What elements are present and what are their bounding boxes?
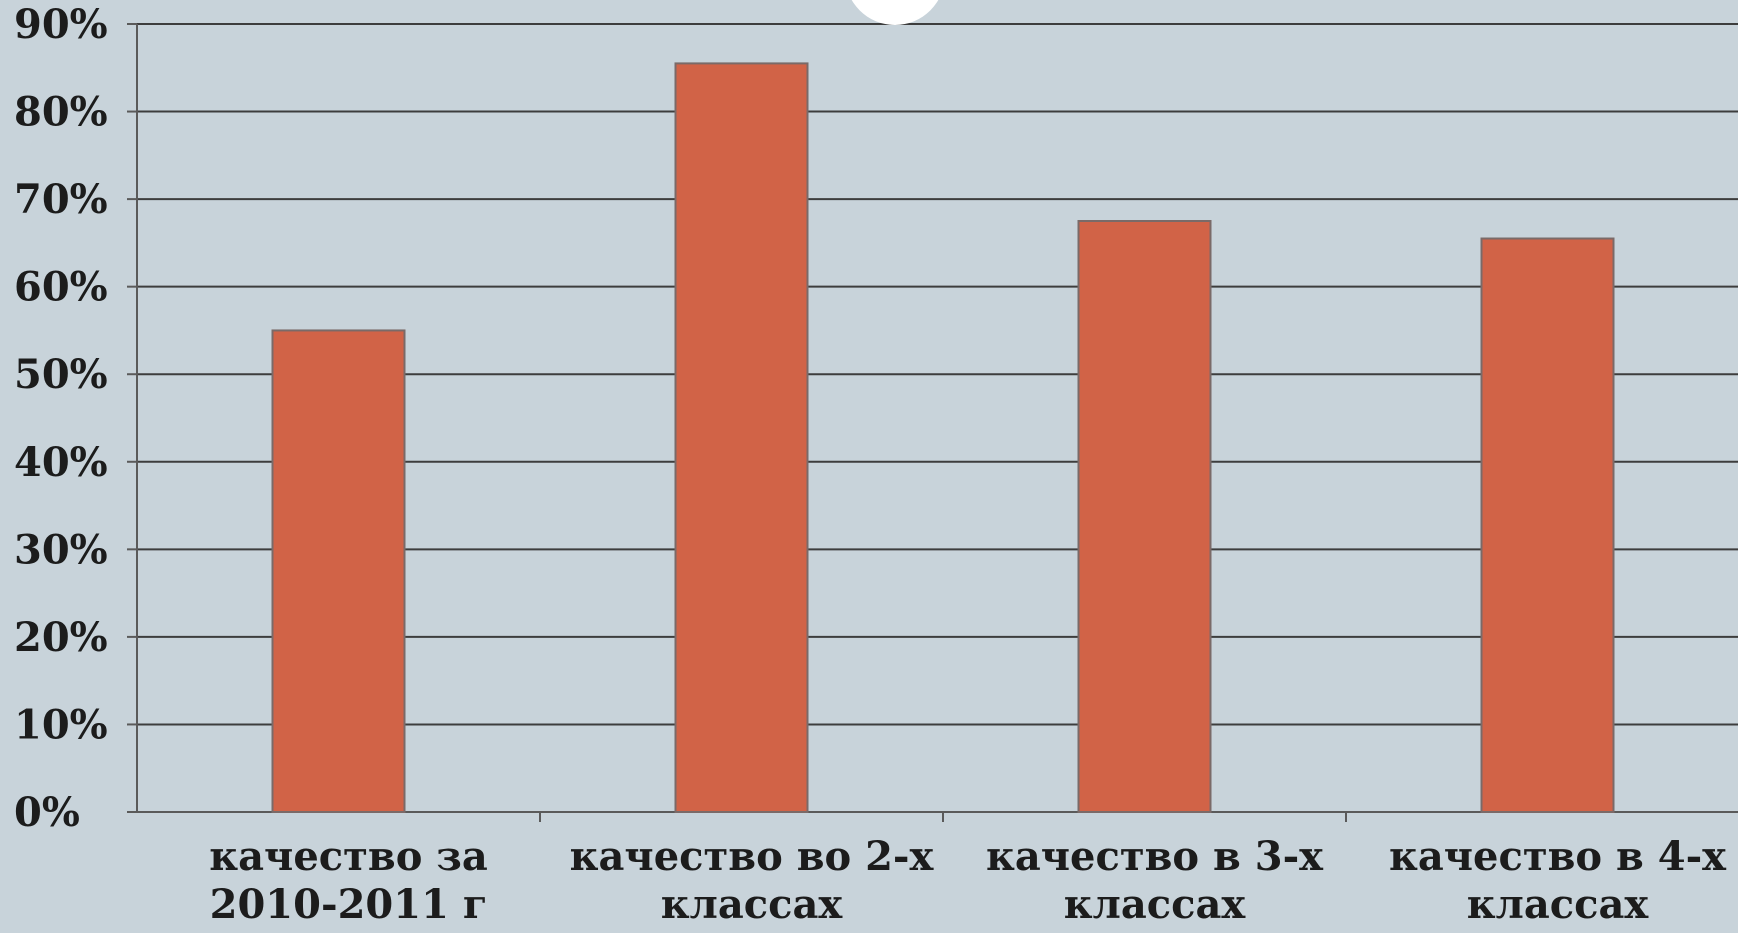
bar xyxy=(271,329,406,813)
y-tick-label: 20% xyxy=(14,614,108,661)
y-tick-label: 80% xyxy=(14,89,108,136)
y-tick-label: 40% xyxy=(14,439,108,486)
bar xyxy=(1480,237,1615,813)
x-category-label: качество в 4-х xyxy=(1389,833,1727,880)
y-tick-label: 70% xyxy=(14,176,108,223)
y-tick-label: 10% xyxy=(14,701,108,748)
x-category-label: качество в 3-х xyxy=(986,833,1324,880)
x-category-label: классах xyxy=(1467,881,1650,928)
y-tick-label: 30% xyxy=(14,526,108,573)
x-category-label: 2010-2011 г xyxy=(210,881,488,928)
y-tick-label: 60% xyxy=(14,264,108,311)
bar xyxy=(1077,220,1212,813)
bars xyxy=(271,62,1615,813)
y-axis-tick-labels: 0% 10% 20% 30% 40% 50% 60% 70% 80% 90% xyxy=(14,1,108,836)
y-tick-label: 90% xyxy=(14,1,108,48)
x-category-label: качество за xyxy=(209,833,488,880)
x-category-label: классах xyxy=(661,881,844,928)
bar xyxy=(674,62,809,813)
partial-circle-decoration xyxy=(851,0,939,25)
y-tick-label: 0% xyxy=(14,789,80,836)
y-tick-label: 50% xyxy=(14,351,108,398)
x-category-label: качество во 2-х xyxy=(570,833,935,880)
x-category-label: классах xyxy=(1064,881,1247,928)
